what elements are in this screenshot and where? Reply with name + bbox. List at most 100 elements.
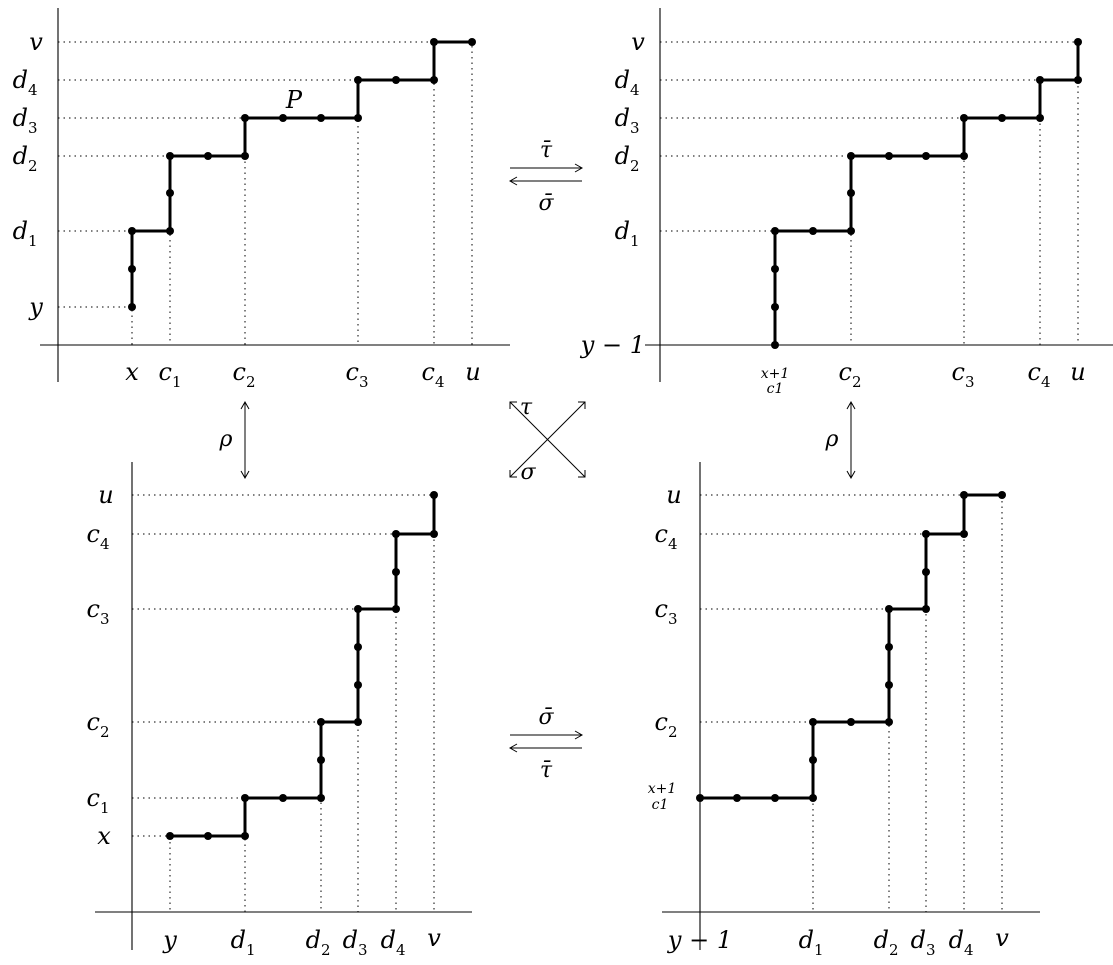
y-tick-sub: 3 <box>668 610 678 628</box>
y-tick-sub: 1 <box>28 232 38 250</box>
x-tick-label: x <box>125 358 139 386</box>
x-tick-label: y − 1 <box>667 926 732 954</box>
x-tick-label: d <box>343 926 358 954</box>
y-tick-sub: 4 <box>28 81 38 99</box>
y-tick-label: y − 1 <box>580 331 645 359</box>
y-tick-label: c <box>655 520 668 548</box>
x-tick-sub: 4 <box>435 373 445 391</box>
y-tick-label: c <box>87 784 100 812</box>
arrow-label: ρ <box>825 427 839 452</box>
x-tick-label: c <box>233 358 246 386</box>
x-tick-sub: 2 <box>321 941 331 959</box>
x-tick-label: d <box>949 926 964 954</box>
y-tick-label: c <box>87 708 100 736</box>
path-vertices <box>696 491 1006 802</box>
y-tick-label: v <box>29 28 43 56</box>
arrow-label: τ̄ <box>540 138 553 163</box>
x-tick-sub: 2 <box>852 373 862 391</box>
y-tick-label: c <box>655 708 668 736</box>
x-tick-sub: 3 <box>359 373 369 391</box>
y-tick-sub: 3 <box>100 610 110 628</box>
y-tick-label: d <box>615 104 630 132</box>
x-tick-label: d <box>799 926 814 954</box>
y-tick-sub: 3 <box>28 119 38 137</box>
y-tick-label: d <box>13 217 28 245</box>
x-tick-label: v <box>427 924 441 952</box>
y-tick-label: v <box>631 28 645 56</box>
path-vertices <box>166 491 438 840</box>
path-vertices <box>128 38 476 311</box>
y-tick-label: y <box>28 293 43 321</box>
arrow-label: σ̄ <box>538 705 554 730</box>
x-tick-label: y <box>162 926 177 954</box>
lattice-path <box>130 40 472 307</box>
y-tick-label: d <box>13 104 28 132</box>
y-tick-label: u <box>98 481 113 509</box>
x-tick-sub: 3 <box>358 941 368 959</box>
arrow-label: ρ <box>219 427 233 452</box>
x-tick-label: d <box>381 926 396 954</box>
arrows-cross: τ σ <box>509 395 586 485</box>
x-tick-label: x+1 <box>761 366 790 382</box>
y-tick-label: d <box>615 66 630 94</box>
arrow-label: τ̄ <box>540 758 553 783</box>
arrow-label: σ̄ <box>538 191 554 216</box>
y-tick-sub: 1 <box>100 799 110 817</box>
y-tick-label: c <box>87 520 100 548</box>
guides <box>132 494 435 912</box>
y-tick-label: d <box>13 142 28 170</box>
arrows-top-horizontal: τ̄ σ̄ <box>508 138 584 216</box>
y-tick-sub: 4 <box>100 535 110 553</box>
lattice-path <box>700 493 1002 800</box>
x-tick-sub: 3 <box>965 373 975 391</box>
x-tick-label: c <box>422 358 435 386</box>
arrow-right-vertical: ρ <box>825 400 856 480</box>
x-tick-label: v <box>995 924 1009 952</box>
x-tick-label: d <box>231 926 246 954</box>
x-tick-label: c <box>346 358 359 386</box>
panel-bottom-right: y − 1 d 1 d 2 d 3 d 4 v x+1 c1 c 2 c 3 c… <box>648 462 1040 959</box>
guides <box>660 41 1079 345</box>
y-tick-sub: 2 <box>100 723 110 741</box>
y-tick-label: u <box>666 481 681 509</box>
x-tick-sub: 1 <box>172 373 182 391</box>
y-tick-sub: 2 <box>630 157 640 175</box>
y-tick-label-stacked: c1 <box>652 797 669 813</box>
guides <box>700 494 1003 912</box>
x-tick-sub: 1 <box>814 941 824 959</box>
guides <box>58 41 473 345</box>
y-tick-label: c <box>87 595 100 623</box>
x-tick-sub: 4 <box>964 941 974 959</box>
x-tick-sub: 4 <box>396 941 406 959</box>
y-tick-label: d <box>615 142 630 170</box>
arrow-label: τ <box>520 395 533 420</box>
x-tick-sub: 4 <box>1041 373 1051 391</box>
y-tick-label: x+1 <box>648 781 677 797</box>
x-tick-sub: 3 <box>926 941 936 959</box>
x-tick-label: c <box>952 358 965 386</box>
y-tick-label: x <box>97 822 111 850</box>
x-tick-label: d <box>911 926 926 954</box>
x-tick-label: c <box>159 358 172 386</box>
y-tick-sub: 3 <box>630 119 640 137</box>
y-tick-sub: 1 <box>630 232 640 250</box>
y-tick-sub: 2 <box>28 157 38 175</box>
x-tick-label: u <box>465 358 480 386</box>
y-tick-sub: 2 <box>668 723 678 741</box>
y-tick-sub: 4 <box>668 535 678 553</box>
x-tick-label-stacked: c1 <box>767 381 784 397</box>
panel-top-left: P x c 1 c 2 c 3 c 4 u y d 1 d 2 d 3 d 4 … <box>13 8 510 391</box>
panel-top-right: x+1 c1 c 2 c 3 c 4 u y − 1 d 1 d 2 d 3 d… <box>580 8 1113 397</box>
lattice-path <box>170 495 436 838</box>
y-tick-label: c <box>655 595 668 623</box>
path-vertices <box>771 38 1082 349</box>
path-label: P <box>285 86 303 114</box>
x-tick-sub: 2 <box>889 941 899 959</box>
panel-bottom-left: y d 1 d 2 d 3 d 4 v x c 1 c 2 c 3 c 4 u <box>87 462 472 959</box>
x-tick-label: c <box>839 358 852 386</box>
arrow-label: σ <box>520 460 536 485</box>
x-tick-sub: 2 <box>246 373 256 391</box>
arrows-bottom-horizontal: σ̄ τ̄ <box>508 705 584 783</box>
y-tick-sub: 4 <box>630 81 640 99</box>
